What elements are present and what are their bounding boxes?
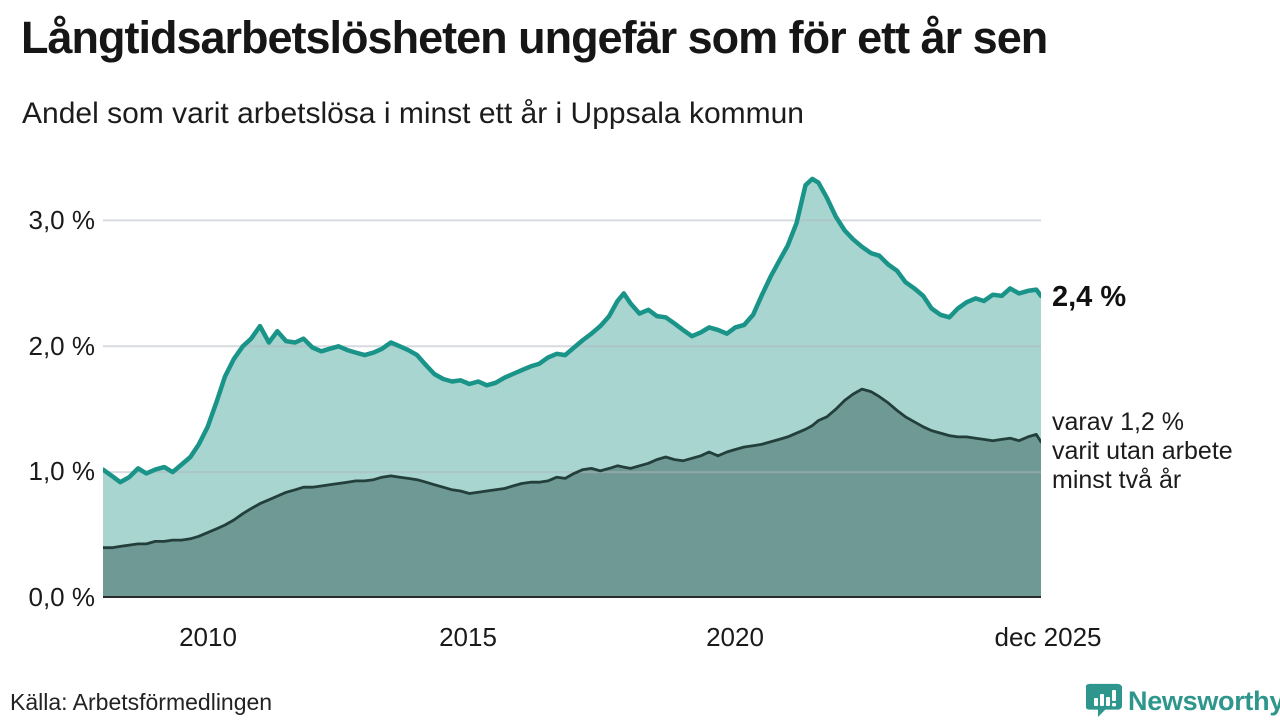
source-attribution: Källa: Arbetsförmedlingen (10, 689, 273, 715)
x-axis: 2010 2015 2020 dec 2025 (0, 622, 1280, 654)
y-tick-label: 3,0 % (28, 205, 96, 235)
y-tick-label: 1,0 % (28, 456, 96, 486)
x-tick-label: 2010 (179, 622, 237, 652)
newsworthy-wordmark: Newsworthy (1128, 686, 1280, 716)
newsworthy-logo: Newsworthy (1086, 683, 1280, 720)
series-end-value-total: 2,4 % (1052, 281, 1127, 313)
plot-area (100, 160, 1044, 598)
x-tick-label: dec 2025 (994, 622, 1102, 652)
x-tick-label: 2015 (439, 622, 497, 652)
annotation-line: minst två år (1052, 466, 1182, 494)
annotation-line: varav 1,2 % (1052, 408, 1185, 436)
x-tick-label: 2020 (706, 622, 764, 652)
y-tick-label: 2,0 % (28, 331, 96, 361)
series-annotation-two-years: varav 1,2 % varit utan arbete minst två … (1052, 408, 1233, 495)
chart-subtitle: Andel som varit arbetslösa i minst ett å… (22, 97, 804, 130)
annotation-line: varit utan arbete (1052, 437, 1233, 465)
y-tick-label: 0,0 % (28, 582, 96, 612)
page-title: Långtidsarbetslösheten ungefär som för e… (21, 12, 1048, 63)
newsworthy-bubble-icon (1086, 683, 1122, 718)
area-chart (100, 176, 1044, 598)
